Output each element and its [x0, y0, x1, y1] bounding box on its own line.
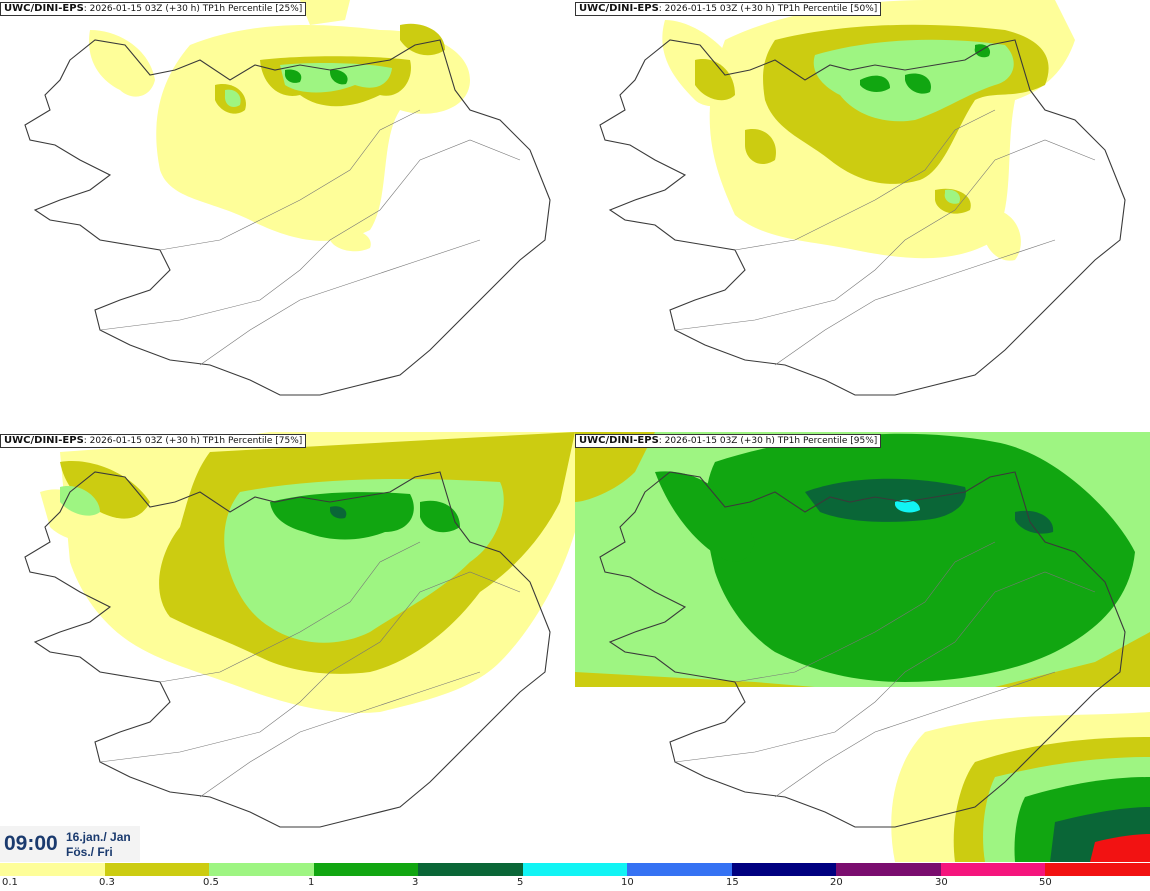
precip-map-p25	[24, 0, 551, 396]
legend-label: 10	[621, 877, 634, 888]
legend-swatch	[522, 863, 628, 876]
legend-label: 5	[517, 877, 524, 888]
roads	[674, 541, 1096, 798]
legend-label: 0.5	[203, 877, 219, 888]
map-panel-p95: UWC/DINI-EPS: 2026-01-15 03Z (+30 h) TP1…	[575, 432, 1150, 862]
valid-date: 16.jan./ Jan	[66, 830, 131, 844]
legend-label: 0.3	[99, 877, 115, 888]
legend-swatch	[0, 863, 105, 876]
valid-time-box: 09:00 16.jan./ Jan Fös./ Fri	[0, 826, 140, 862]
map-panel-p75: UWC/DINI-EPS: 2026-01-15 03Z (+30 h) TP1…	[0, 432, 575, 862]
legend-swatch	[627, 863, 732, 876]
coastline	[24, 39, 551, 396]
map-panel-p50: UWC/DINI-EPS: 2026-01-15 03Z (+30 h) TP1…	[575, 0, 1150, 430]
legend-colorbar	[0, 863, 1150, 876]
roads	[99, 541, 521, 798]
legend-label: 3	[412, 877, 419, 888]
panel-title: UWC/DINI-EPS: 2026-01-15 03Z (+30 h) TP1…	[575, 2, 882, 16]
panel-title: UWC/DINI-EPS: 2026-01-15 03Z (+30 h) TP1…	[0, 434, 307, 448]
roads	[99, 109, 521, 366]
legend-swatch	[836, 863, 941, 876]
legend-swatch	[1045, 863, 1150, 876]
roads	[674, 109, 1096, 366]
map-panel-p25: UWC/DINI-EPS: 2026-01-15 03Z (+30 h) TP1…	[0, 0, 575, 430]
precip-map-p95	[575, 432, 1150, 862]
legend-label: 30	[935, 877, 948, 888]
legend-swatch	[418, 863, 523, 876]
panel-title: UWC/DINI-EPS: 2026-01-15 03Z (+30 h) TP1…	[0, 2, 307, 16]
precip-field	[89, 0, 470, 252]
coastline	[599, 471, 1126, 828]
precip-field	[40, 432, 575, 713]
precip-map-p50	[599, 0, 1126, 396]
legend-label: 20	[830, 877, 843, 888]
legend-labels: 0.1 0.3 0.5 1 3 5 10 15 20 30 50	[0, 876, 1150, 891]
coastline	[599, 39, 1126, 396]
precip-field	[662, 0, 1075, 261]
legend-swatch	[313, 863, 419, 876]
legend-swatch	[104, 863, 210, 876]
coastline	[24, 471, 551, 828]
valid-time: 09:00	[4, 832, 58, 855]
legend-label: 50	[1039, 877, 1052, 888]
precip-map-p75	[24, 432, 575, 828]
precip-field	[575, 432, 1150, 862]
legend-swatch	[940, 863, 1046, 876]
legend-label: 0.1	[2, 877, 18, 888]
panel-title: UWC/DINI-EPS: 2026-01-15 03Z (+30 h) TP1…	[575, 434, 882, 448]
legend-swatch	[731, 863, 837, 876]
legend-swatch	[209, 863, 314, 876]
valid-day: Fös./ Fri	[66, 845, 113, 859]
legend-label: 1	[308, 877, 315, 888]
legend-label: 15	[726, 877, 739, 888]
